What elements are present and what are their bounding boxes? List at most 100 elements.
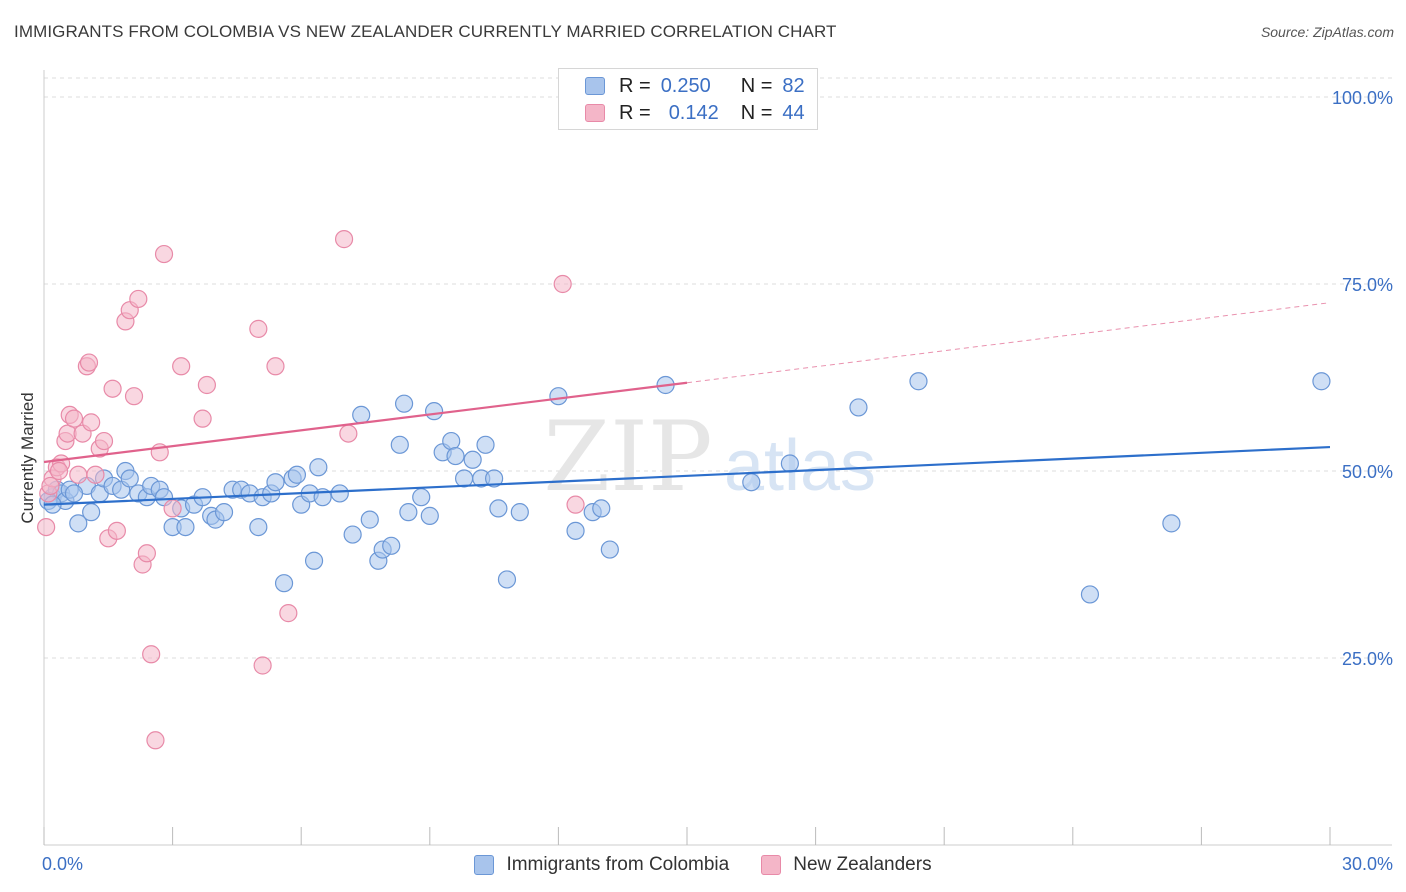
data-point-blue (549, 387, 568, 406)
data-point-pink (566, 495, 585, 514)
trend-line-blue (43, 445, 1331, 506)
y-tick-label: 25.0% (1342, 649, 1393, 669)
data-point-pink (41, 476, 60, 496)
legend-n-label: N = (740, 101, 773, 124)
data-point-blue (390, 435, 409, 454)
data-point-pink (339, 424, 358, 443)
trend-line-pink (43, 381, 688, 464)
legend-r-label: R = (619, 101, 651, 124)
legend-r-value: 0.142 (668, 101, 719, 124)
stats-legend: R = 0.250 N = 82 R = 0.142 N = 44 (558, 68, 818, 130)
y-tick-label: 50.0% (1342, 462, 1393, 482)
data-point-blue (274, 574, 294, 593)
data-point-blue (394, 394, 414, 413)
data-point-blue (510, 503, 529, 522)
data-point-pink (129, 289, 148, 309)
data-point-pink (146, 731, 165, 750)
source-credit: Source: ZipAtlas.com (1260, 24, 1394, 40)
data-point-blue (424, 402, 444, 421)
data-point-blue (64, 484, 84, 503)
data-point-blue (399, 503, 418, 522)
data-point-pink (197, 375, 216, 395)
data-point-blue (1312, 372, 1331, 391)
data-point-pink (37, 517, 56, 537)
data-point-blue (442, 431, 461, 451)
data-point-blue (304, 551, 324, 570)
data-point-pink (279, 604, 298, 623)
data-point-pink (334, 230, 354, 249)
data-point-pink (86, 465, 105, 484)
data-point-pink (249, 319, 268, 338)
data-point-blue (82, 503, 101, 522)
legend-item-colombia: Immigrants from Colombia (474, 854, 729, 876)
data-point-blue (287, 465, 307, 484)
watermark-atlas: atlas (724, 426, 876, 506)
legend-swatch-blue (585, 77, 605, 95)
data-point-pink (79, 353, 99, 372)
y-tick-label: 100.0% (1332, 88, 1393, 108)
data-point-pink (69, 465, 88, 484)
series-legend: Immigrants from Colombia New Zealanders (0, 852, 1406, 878)
data-point-blue (742, 473, 761, 492)
data-point-pink (103, 379, 122, 398)
data-point-pink (94, 431, 114, 451)
data-point-pink (49, 461, 69, 481)
legend-n-value: 82 (782, 74, 805, 97)
data-point-pink (154, 244, 174, 264)
data-point-blue (566, 521, 585, 540)
x-tick-label: 0.0% (42, 854, 83, 874)
data-point-blue (476, 435, 495, 454)
data-point-blue (592, 499, 611, 518)
data-point-blue (780, 454, 799, 473)
legend-label: Immigrants from Colombia (506, 854, 730, 875)
data-point-blue (266, 473, 285, 492)
trend-extension-pink (686, 302, 1331, 384)
legend-row-blue: R = 0.250 N = 82 (585, 73, 805, 99)
data-point-blue (454, 469, 474, 488)
data-point-blue (485, 469, 504, 488)
data-point-blue (420, 506, 439, 525)
legend-swatch-blue (474, 855, 495, 875)
data-point-blue (249, 517, 268, 537)
y-tick-label: 75.0% (1342, 275, 1393, 295)
y-axis-title: Currently Married (18, 392, 37, 524)
data-point-pink (253, 656, 272, 675)
legend-item-new-zealanders: New Zealanders (761, 854, 932, 876)
data-point-pink (107, 521, 126, 540)
watermark-zip: ZIP (543, 401, 712, 513)
data-point-blue (382, 536, 401, 555)
data-point-blue (352, 405, 371, 424)
data-point-pink (124, 387, 144, 406)
data-point-blue (497, 570, 517, 589)
data-point-blue (120, 469, 139, 488)
legend-n-label: N = (740, 74, 773, 97)
data-point-blue (909, 372, 928, 391)
x-tick-label: 30.0% (1342, 854, 1393, 874)
legend-r-value: 0.250 (660, 74, 711, 97)
data-point-blue (1162, 514, 1181, 533)
chart-title: IMMIGRANTS FROM COLOMBIA VS NEW ZEALANDE… (14, 22, 837, 41)
data-point-pink (553, 274, 572, 294)
data-point-pink (82, 413, 101, 432)
legend-n-value: 44 (782, 101, 805, 124)
data-point-blue (446, 446, 465, 466)
data-point-pink (163, 499, 182, 518)
data-point-blue (849, 398, 868, 417)
data-point-blue (343, 525, 362, 544)
legend-row-pink: R = 0.142 N = 44 (585, 100, 805, 126)
legend-label: New Zealanders (793, 854, 932, 875)
data-point-blue (330, 484, 349, 503)
legend-swatch-pink (585, 104, 605, 122)
data-point-blue (176, 517, 195, 537)
data-point-blue (463, 450, 482, 469)
data-point-blue (309, 458, 328, 477)
data-point-pink (172, 357, 191, 376)
data-point-blue (360, 510, 379, 529)
legend-r-label: R = (619, 74, 651, 97)
data-point-pink (266, 357, 285, 376)
data-point-blue (489, 499, 508, 518)
data-point-blue (600, 540, 619, 559)
data-point-blue (412, 488, 431, 507)
data-point-pink (193, 409, 212, 428)
